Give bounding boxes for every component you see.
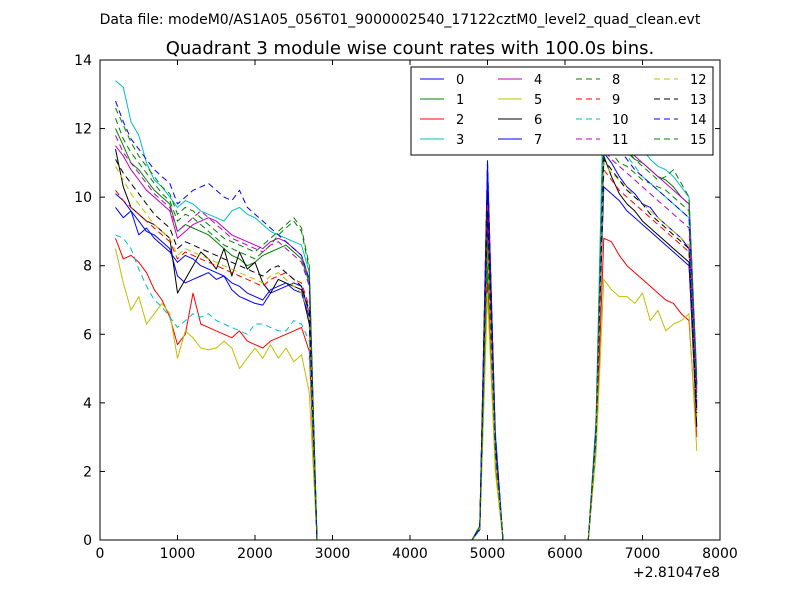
- y-tick-label: 8: [83, 259, 92, 275]
- y-tick-label: 10: [74, 190, 92, 206]
- legend-label-15: 15: [690, 133, 707, 148]
- legend-label-4: 4: [534, 73, 542, 88]
- x-tick-label: 5000: [470, 546, 506, 562]
- y-tick-label: 12: [74, 122, 92, 138]
- x-tick-label: 6000: [547, 546, 583, 562]
- x-tick-label: 8000: [702, 546, 738, 562]
- series-line-4: [115, 128, 698, 541]
- axis-ticks: 0 1000 2000 3000 4000 5000 6000 7000 80000246810…: [74, 53, 738, 562]
- series-line-5: [115, 248, 698, 541]
- series-line-2: [115, 237, 698, 541]
- y-tick-label: 2: [83, 464, 92, 480]
- x-tick-label: 1000: [160, 546, 196, 562]
- legend-label-14: 14: [690, 113, 707, 128]
- series-line-1: [115, 128, 698, 541]
- series-line-13: [115, 158, 698, 541]
- series-line-12: [115, 162, 698, 541]
- legend-label-8: 8: [612, 73, 620, 88]
- y-tick-label: 0: [83, 533, 92, 549]
- legend-label-6: 6: [534, 113, 542, 128]
- series-line-0: [115, 152, 698, 541]
- chart-title: Quadrant 3 module wise count rates with …: [166, 38, 655, 59]
- legend-label-12: 12: [690, 73, 707, 88]
- y-tick-label: 6: [83, 327, 92, 343]
- x-tick-label: 4000: [392, 546, 428, 562]
- legend-label-5: 5: [534, 93, 542, 108]
- series-line-10: [115, 121, 698, 541]
- legend-label-3: 3: [456, 133, 464, 148]
- legend-label-11: 11: [612, 133, 629, 148]
- data-file-header: Data file: modeM0/AS1A05_056T01_90000025…: [100, 12, 701, 28]
- series-line-8: [115, 118, 698, 541]
- x-tick-label: 7000: [625, 546, 661, 562]
- x-tick-label: 2000: [237, 546, 273, 562]
- y-tick-label: 4: [83, 396, 92, 412]
- series-line-11: [115, 135, 698, 541]
- legend-label-7: 7: [534, 133, 542, 148]
- legend-label-0: 0: [456, 73, 464, 88]
- x-offset-label: +2.81047e8: [633, 565, 720, 581]
- legend-label-10: 10: [612, 113, 629, 128]
- legend-box: [410, 66, 714, 156]
- legend-label-1: 1: [456, 93, 464, 108]
- legend-label-9: 9: [612, 93, 620, 108]
- y-tick-label: 14: [74, 53, 92, 69]
- legend-label-13: 13: [690, 93, 707, 108]
- series-line-6: [115, 148, 698, 541]
- x-tick-label: 3000: [315, 546, 351, 562]
- x-tick-label: 0: [96, 546, 105, 562]
- series-line-9: [115, 169, 698, 541]
- legend-label-2: 2: [456, 113, 464, 128]
- series-line-7: [115, 169, 698, 541]
